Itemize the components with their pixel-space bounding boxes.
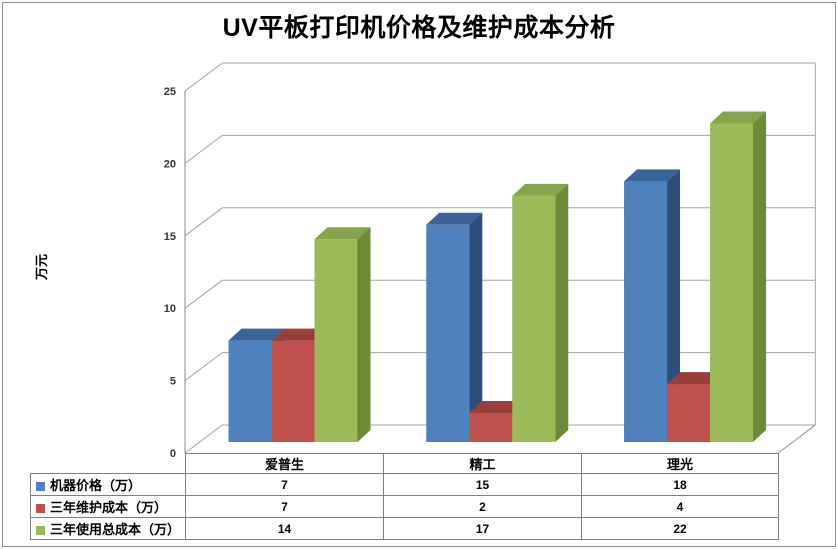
table-cell: 14 [185,517,384,540]
side-wall-gridline [184,352,223,381]
bar-side-face [357,227,371,442]
bar-top-face [667,372,724,385]
side-wall-gridline [184,62,223,92]
legend-item: 三年维护成本（万） [30,495,186,518]
bar-top-face [710,111,767,124]
table-row-series-0: 机器价格（万） 7 15 18 [30,473,779,496]
category-label: 爱普生 [185,453,384,474]
bar-side-face [753,111,767,442]
y-tick-label: 5 [170,376,176,388]
legend-item: 机器价格（万） [30,473,186,496]
legend-swatch-icon [36,526,45,535]
bar-side-face [469,212,483,442]
category-label: 理光 [581,453,779,474]
bar-top-face [426,212,483,225]
bars [228,111,767,443]
bar-top-face [271,328,328,341]
bar-机器价格（万）-理光 [624,169,681,443]
table-cell: 7 [185,473,384,496]
bar-top-face [228,328,285,341]
floor-right-edge [777,424,816,454]
side-wall-gridline [184,135,223,164]
bar-front-face [512,195,556,442]
table-row-series-2: 三年使用总成本（万） 14 17 22 [30,517,779,540]
table-cell: 17 [383,517,582,540]
legend-item: 三年使用总成本（万） [30,517,186,540]
chart-title: UV平板打印机价格及维护成本分析 [222,14,616,42]
legend-swatch-icon [36,504,45,513]
y-tick-label: 0 [170,448,176,460]
category-label: 精工 [383,453,582,474]
bar-side-face [667,169,681,443]
bar-top-face [512,183,569,196]
y-tick-label: 25 [164,86,176,98]
legend-swatch-icon [36,482,45,491]
bar-front-face [624,181,668,443]
bar-front-face [469,413,513,442]
table-cell: 22 [581,517,779,540]
bar-三年使用总成本（万）-爱普生 [314,227,371,442]
table-row-series-1: 三年维护成本（万） 7 2 4 [30,495,779,518]
legend-label: 三年使用总成本（万） [50,522,181,537]
bar-front-face [667,384,711,442]
bar-三年使用总成本（万）-精工 [512,183,569,442]
bar-top-face [314,227,371,240]
y-tick-label: 15 [164,231,176,243]
bar-front-face [228,340,272,442]
side-wall-gridline [184,207,223,237]
table-cell: 4 [581,495,779,518]
bar-side-face [555,183,569,442]
bar-top-face [469,401,526,414]
y-tick-labels: 0 5 10 15 20 25 [164,86,176,460]
y-axis-title: 万元 [34,254,49,281]
data-table: 爱普生 精工 理光 机器价格（万） 7 15 18 三年维护成本（万） 7 2 … [30,453,779,540]
table-cell: 2 [383,495,582,518]
legend-label: 机器价格（万） [50,478,142,493]
bar-front-face [426,224,470,442]
table-corner-cell [31,454,186,474]
bar-front-face [710,123,754,442]
table-cell: 15 [383,473,582,496]
bar-机器价格（万）-精工 [426,212,483,442]
bar-front-face [314,239,358,442]
y-tick-label: 10 [164,303,176,315]
table-cell: 18 [581,473,779,496]
legend-label: 三年维护成本（万） [50,500,168,515]
bar-三年使用总成本（万）-理光 [710,111,767,442]
bar-top-face [624,169,681,182]
side-wall-gridline [184,279,223,309]
side-wall-gridline [184,424,223,454]
y-tick-label: 20 [164,158,176,170]
table-cell: 7 [185,495,384,518]
bar-front-face [271,340,315,442]
category-header-row: 爱普生 精工 理光 [31,453,779,474]
